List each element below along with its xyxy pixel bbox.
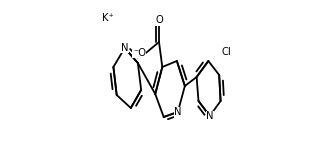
Text: N: N	[121, 43, 129, 53]
Text: ⁻O: ⁻O	[133, 48, 146, 58]
Text: K⁺: K⁺	[102, 13, 114, 23]
Text: O: O	[155, 15, 163, 25]
Text: N: N	[174, 107, 182, 117]
Text: Cl: Cl	[221, 47, 231, 57]
Text: N: N	[206, 111, 213, 121]
